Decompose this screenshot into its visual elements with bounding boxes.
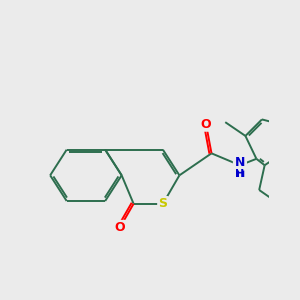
Text: N: N: [235, 157, 245, 170]
Text: O: O: [201, 118, 211, 130]
Text: S: S: [158, 197, 167, 210]
Text: S: S: [158, 197, 167, 210]
Text: S: S: [158, 197, 167, 210]
Text: H: H: [235, 169, 244, 179]
Text: O: O: [115, 221, 125, 234]
Text: O: O: [115, 221, 125, 234]
Text: N: N: [235, 156, 245, 169]
Text: S: S: [158, 197, 167, 210]
Text: O: O: [115, 221, 125, 234]
Text: N: N: [235, 156, 245, 169]
Text: S: S: [158, 197, 167, 210]
Text: N: N: [236, 154, 246, 167]
Text: H: H: [236, 169, 245, 179]
Text: O: O: [115, 221, 125, 234]
Text: O: O: [201, 118, 211, 130]
Text: O: O: [201, 118, 211, 130]
Text: O: O: [115, 221, 125, 234]
Text: O: O: [201, 118, 211, 130]
